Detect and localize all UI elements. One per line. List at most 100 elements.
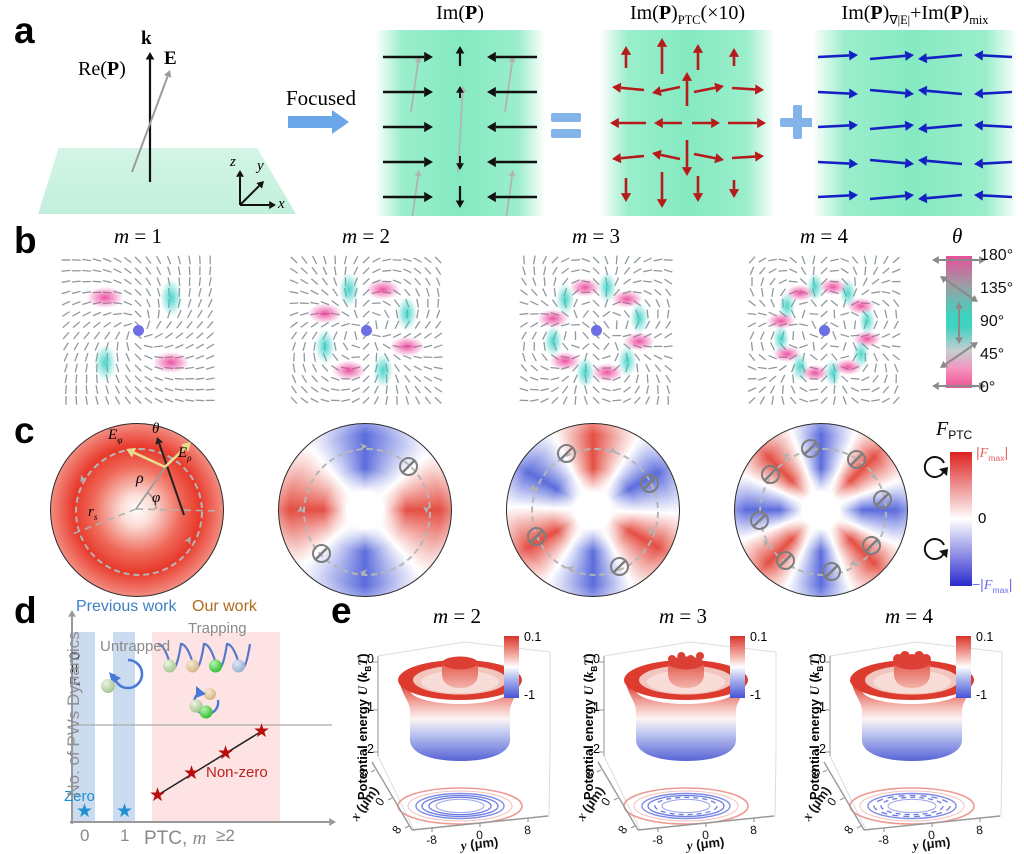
e-cbar-max-m3: 0.1 (750, 630, 768, 644)
d-xtick-1: 1 (120, 826, 130, 845)
cyan-lobe (614, 340, 640, 383)
previous-work-label: Previous work (76, 598, 177, 615)
c-annulus-annotation-lines (69, 437, 219, 536)
zero-label: Zero (64, 788, 95, 805)
band-m0 (73, 632, 95, 822)
svg-text:8: 8 (841, 823, 856, 837)
k-vector-label: k (141, 28, 152, 49)
trapped-particle-icon (750, 511, 770, 531)
b-title-m4: m = 4 (799, 224, 848, 248)
pink-lobe (302, 299, 349, 327)
phi-label: φ (152, 490, 161, 506)
b-field-m2 (286, 252, 446, 408)
fmax-label: |Fmax| (976, 444, 1009, 463)
fzero-label: 0 (978, 510, 987, 527)
e-colorbar-m2 (504, 636, 519, 698)
panel-a-sketch (131, 52, 276, 209)
svg-text:0: 0 (928, 828, 936, 843)
orbit-ring (75, 448, 203, 576)
rs-label: rs (88, 504, 98, 523)
e-rho-label: Eρ (178, 445, 192, 464)
panel-e-label: e (331, 590, 352, 631)
rho-label: ρ (136, 470, 144, 487)
focused-label: Focused (286, 86, 356, 110)
trapped-particle-icon (800, 439, 820, 459)
svg-text:0: 0 (476, 828, 484, 843)
trapped-particle-icon (527, 526, 547, 546)
imp-ptc-title: Im(P)PTC(×10) (629, 2, 746, 27)
panel-b-label: b (14, 220, 37, 261)
trapped-particle-icon (760, 464, 780, 484)
e-ztick: -1 (362, 700, 374, 714)
svg-text:y (μm): y (μm) (684, 834, 725, 853)
e-ztick: -2 (362, 742, 374, 756)
d-ylabel: No. of PWs Dynamics (64, 631, 83, 797)
re-p-label: Re(P) (78, 58, 126, 80)
d-xtick-0: 0 (80, 826, 90, 845)
theta-label: θ (152, 421, 160, 437)
orbit-arrow-icon: ➤ (295, 504, 308, 515)
e-ztick: 0 (819, 652, 826, 666)
red-star-1: ★ (183, 763, 201, 784)
imp-field (375, 30, 545, 227)
e-cbar-min-m3: -1 (750, 688, 762, 702)
svg-text:-8: -8 (878, 832, 890, 847)
singularity-dot (818, 324, 830, 336)
imp-grad-field-arrows (817, 50, 1013, 204)
pink-lobe (326, 357, 373, 385)
cyan-lobe (155, 272, 186, 323)
d-xlabel: PTC, m (144, 828, 207, 849)
e-cbar-min-m4: -1 (976, 688, 988, 702)
trapped-particle-icon (609, 556, 629, 576)
cyan-lobe (369, 347, 397, 394)
e-cbar-min-m2: -1 (524, 688, 536, 702)
panel-d-plot: Previous work Our work F = 0 Untrapped T… (40, 598, 340, 854)
e-plot-m3: m = 3 0.1 -1 Potential energy U (kBT) 0 … (573, 600, 796, 854)
e-plot-m2: m = 2 0.1 -1 Potential energy U (kBT) 0 … (347, 600, 570, 854)
e-ztick: -1 (814, 700, 826, 714)
blue-star-1: ★ (116, 801, 134, 822)
sample-plane (38, 148, 296, 214)
trapped-particle-icon (639, 474, 659, 494)
singularity-dot (590, 324, 602, 336)
untrapped-label: Untrapped (100, 638, 171, 655)
pink-lobe (145, 347, 196, 378)
panel-a-label: a (14, 10, 35, 51)
trapped-particle-icon (399, 456, 419, 476)
e-ztick: -1 (588, 700, 600, 714)
non-zero-label: Non-zero (206, 764, 268, 781)
e-ztick: -2 (588, 742, 600, 756)
trapped-particle-icon (822, 561, 842, 581)
svg-text:8: 8 (976, 823, 984, 838)
imp-title: Im(P) (436, 2, 484, 24)
axis-y-label: y (257, 158, 264, 174)
e-colorbar-m3 (730, 636, 745, 698)
b-field-m1 (58, 252, 218, 408)
imp-ptc-field-arrows (610, 38, 766, 208)
imp-field-arrows (383, 46, 537, 227)
theta-tick-135: 135° (980, 280, 1014, 297)
orbit-ring (531, 448, 659, 576)
e-phi-label: Eφ (108, 427, 123, 446)
singularity-dot (360, 324, 372, 336)
trapped-particle-icon (847, 449, 867, 469)
e-cbar-max-m2: 0.1 (524, 630, 542, 644)
svg-text:-8: -8 (652, 832, 664, 847)
theta-colorbar-title: θ (952, 224, 963, 248)
e-ztick: 0 (367, 652, 374, 666)
orientation-lines (747, 255, 901, 405)
imp-ptc-field (600, 30, 775, 216)
svg-text:8: 8 (750, 823, 758, 838)
orbit-ring (303, 448, 431, 576)
theta-tick-45: 45° (980, 346, 1005, 363)
our-work-label: Our work (192, 598, 257, 615)
theta-colorbar-arrows (932, 256, 986, 390)
imp-grad-field (812, 30, 1018, 216)
imp-grad-title: Im(P)∇|E|+Im(P)mix (841, 2, 989, 27)
svg-text:8: 8 (615, 823, 630, 837)
svg-text:-8: -8 (426, 832, 438, 847)
